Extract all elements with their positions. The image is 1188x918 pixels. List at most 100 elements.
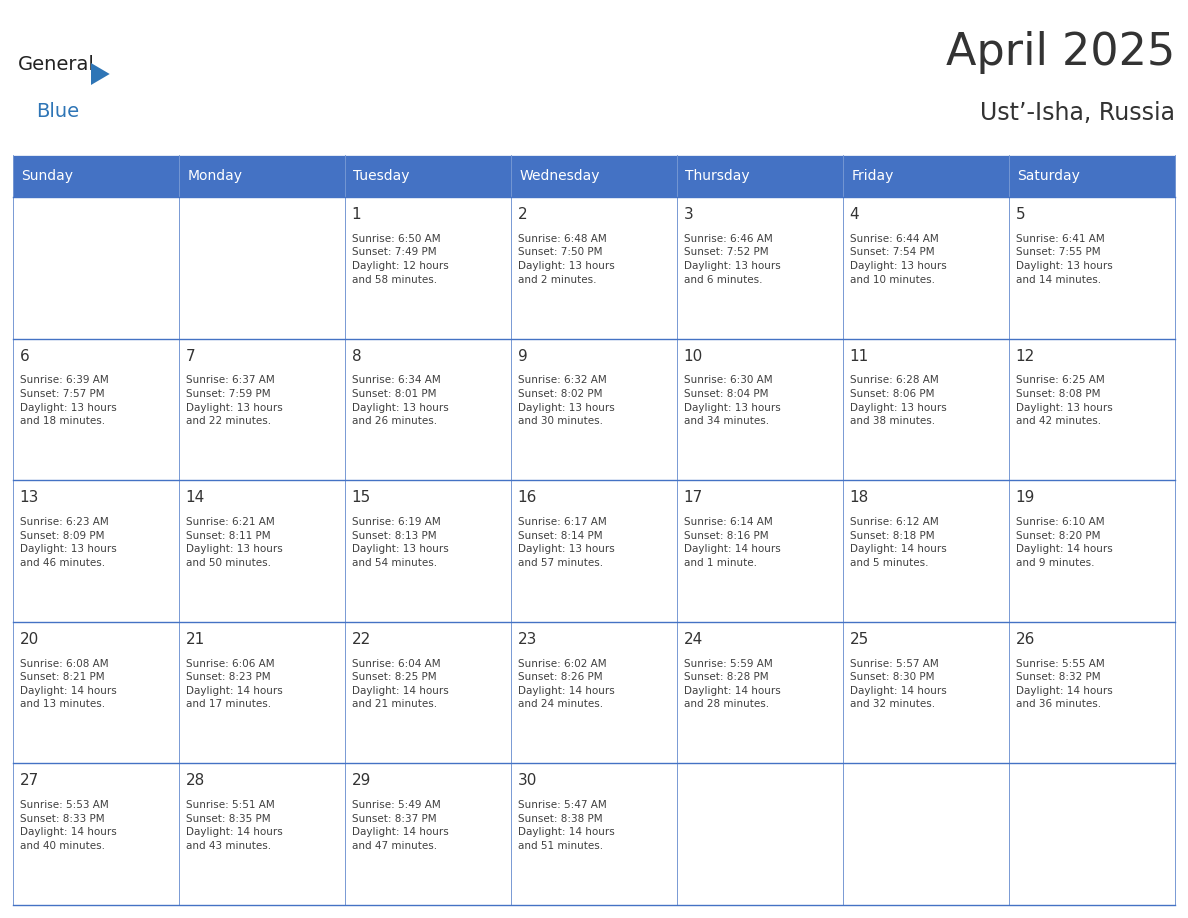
Text: 1: 1 bbox=[352, 207, 361, 222]
Text: 12: 12 bbox=[1016, 349, 1035, 364]
Text: 7: 7 bbox=[185, 349, 195, 364]
Text: Sunrise: 6:50 AM
Sunset: 7:49 PM
Daylight: 12 hours
and 58 minutes.: Sunrise: 6:50 AM Sunset: 7:49 PM Dayligh… bbox=[352, 234, 448, 285]
Text: 24: 24 bbox=[683, 632, 703, 646]
Text: Sunrise: 6:30 AM
Sunset: 8:04 PM
Daylight: 13 hours
and 34 minutes.: Sunrise: 6:30 AM Sunset: 8:04 PM Dayligh… bbox=[683, 375, 781, 426]
Text: 25: 25 bbox=[849, 632, 868, 646]
Text: 14: 14 bbox=[185, 490, 204, 505]
Text: Sunrise: 6:39 AM
Sunset: 7:57 PM
Daylight: 13 hours
and 18 minutes.: Sunrise: 6:39 AM Sunset: 7:57 PM Dayligh… bbox=[20, 375, 116, 426]
Text: 8: 8 bbox=[352, 349, 361, 364]
Bar bbox=[843, 155, 1009, 197]
Bar bbox=[511, 764, 677, 905]
Text: Sunrise: 6:25 AM
Sunset: 8:08 PM
Daylight: 13 hours
and 42 minutes.: Sunrise: 6:25 AM Sunset: 8:08 PM Dayligh… bbox=[1016, 375, 1112, 426]
Text: Blue: Blue bbox=[36, 102, 80, 121]
Text: Monday: Monday bbox=[188, 169, 242, 183]
Text: Sunrise: 6:17 AM
Sunset: 8:14 PM
Daylight: 13 hours
and 57 minutes.: Sunrise: 6:17 AM Sunset: 8:14 PM Dayligh… bbox=[518, 517, 614, 568]
Bar bbox=[843, 621, 1009, 764]
Text: 16: 16 bbox=[518, 490, 537, 505]
Text: 6: 6 bbox=[20, 349, 30, 364]
Text: 21: 21 bbox=[185, 632, 204, 646]
Text: Sunrise: 6:34 AM
Sunset: 8:01 PM
Daylight: 13 hours
and 26 minutes.: Sunrise: 6:34 AM Sunset: 8:01 PM Dayligh… bbox=[352, 375, 448, 426]
Bar bbox=[843, 339, 1009, 480]
Bar bbox=[677, 197, 843, 339]
Text: Sunrise: 6:19 AM
Sunset: 8:13 PM
Daylight: 13 hours
and 54 minutes.: Sunrise: 6:19 AM Sunset: 8:13 PM Dayligh… bbox=[352, 517, 448, 568]
Text: Sunrise: 6:08 AM
Sunset: 8:21 PM
Daylight: 14 hours
and 13 minutes.: Sunrise: 6:08 AM Sunset: 8:21 PM Dayligh… bbox=[20, 658, 116, 710]
Bar bbox=[179, 155, 345, 197]
Bar bbox=[13, 197, 179, 339]
Text: 28: 28 bbox=[185, 773, 204, 789]
Text: Sunrise: 6:44 AM
Sunset: 7:54 PM
Daylight: 13 hours
and 10 minutes.: Sunrise: 6:44 AM Sunset: 7:54 PM Dayligh… bbox=[849, 234, 947, 285]
Text: Sunrise: 5:53 AM
Sunset: 8:33 PM
Daylight: 14 hours
and 40 minutes.: Sunrise: 5:53 AM Sunset: 8:33 PM Dayligh… bbox=[20, 800, 116, 851]
Bar bbox=[1009, 339, 1175, 480]
Bar bbox=[13, 339, 179, 480]
Text: Sunrise: 6:48 AM
Sunset: 7:50 PM
Daylight: 13 hours
and 2 minutes.: Sunrise: 6:48 AM Sunset: 7:50 PM Dayligh… bbox=[518, 234, 614, 285]
Bar bbox=[511, 621, 677, 764]
Text: 26: 26 bbox=[1016, 632, 1035, 646]
Text: 20: 20 bbox=[20, 632, 39, 646]
Bar bbox=[511, 155, 677, 197]
Text: Sunrise: 6:04 AM
Sunset: 8:25 PM
Daylight: 14 hours
and 21 minutes.: Sunrise: 6:04 AM Sunset: 8:25 PM Dayligh… bbox=[352, 658, 448, 710]
Text: Tuesday: Tuesday bbox=[353, 169, 410, 183]
Text: Sunrise: 6:14 AM
Sunset: 8:16 PM
Daylight: 14 hours
and 1 minute.: Sunrise: 6:14 AM Sunset: 8:16 PM Dayligh… bbox=[683, 517, 781, 568]
Text: Sunrise: 6:23 AM
Sunset: 8:09 PM
Daylight: 13 hours
and 46 minutes.: Sunrise: 6:23 AM Sunset: 8:09 PM Dayligh… bbox=[20, 517, 116, 568]
Bar bbox=[345, 339, 511, 480]
Text: Sunrise: 6:28 AM
Sunset: 8:06 PM
Daylight: 13 hours
and 38 minutes.: Sunrise: 6:28 AM Sunset: 8:06 PM Dayligh… bbox=[849, 375, 947, 426]
Bar bbox=[1009, 155, 1175, 197]
Text: 30: 30 bbox=[518, 773, 537, 789]
Text: 4: 4 bbox=[849, 207, 859, 222]
Text: 19: 19 bbox=[1016, 490, 1035, 505]
Text: Sunrise: 6:37 AM
Sunset: 7:59 PM
Daylight: 13 hours
and 22 minutes.: Sunrise: 6:37 AM Sunset: 7:59 PM Dayligh… bbox=[185, 375, 283, 426]
Text: Sunrise: 6:32 AM
Sunset: 8:02 PM
Daylight: 13 hours
and 30 minutes.: Sunrise: 6:32 AM Sunset: 8:02 PM Dayligh… bbox=[518, 375, 614, 426]
Text: 17: 17 bbox=[683, 490, 703, 505]
Bar bbox=[511, 480, 677, 621]
Polygon shape bbox=[91, 63, 109, 85]
Bar bbox=[345, 155, 511, 197]
Text: Sunrise: 6:46 AM
Sunset: 7:52 PM
Daylight: 13 hours
and 6 minutes.: Sunrise: 6:46 AM Sunset: 7:52 PM Dayligh… bbox=[683, 234, 781, 285]
Bar bbox=[13, 764, 179, 905]
Bar bbox=[1009, 480, 1175, 621]
Text: 13: 13 bbox=[20, 490, 39, 505]
Text: Sunrise: 6:21 AM
Sunset: 8:11 PM
Daylight: 13 hours
and 50 minutes.: Sunrise: 6:21 AM Sunset: 8:11 PM Dayligh… bbox=[185, 517, 283, 568]
Text: 3: 3 bbox=[683, 207, 694, 222]
Text: Friday: Friday bbox=[852, 169, 893, 183]
Bar bbox=[13, 480, 179, 621]
Text: 22: 22 bbox=[352, 632, 371, 646]
Bar bbox=[1009, 197, 1175, 339]
Bar bbox=[179, 621, 345, 764]
Bar bbox=[345, 480, 511, 621]
Text: 9: 9 bbox=[518, 349, 527, 364]
Text: Sunday: Sunday bbox=[21, 169, 74, 183]
Text: General: General bbox=[18, 55, 95, 74]
Bar bbox=[179, 764, 345, 905]
Bar bbox=[1009, 764, 1175, 905]
Text: April 2025: April 2025 bbox=[946, 31, 1175, 74]
Bar bbox=[345, 197, 511, 339]
Bar bbox=[345, 621, 511, 764]
Text: Wednesday: Wednesday bbox=[519, 169, 600, 183]
Bar bbox=[843, 197, 1009, 339]
Bar bbox=[677, 339, 843, 480]
Bar bbox=[677, 621, 843, 764]
Text: Ust’-Isha, Russia: Ust’-Isha, Russia bbox=[980, 101, 1175, 125]
Bar bbox=[843, 480, 1009, 621]
Text: 18: 18 bbox=[849, 490, 868, 505]
Bar bbox=[179, 480, 345, 621]
Bar bbox=[677, 480, 843, 621]
Bar bbox=[179, 197, 345, 339]
Bar bbox=[511, 197, 677, 339]
Text: Saturday: Saturday bbox=[1017, 169, 1080, 183]
Text: Sunrise: 5:55 AM
Sunset: 8:32 PM
Daylight: 14 hours
and 36 minutes.: Sunrise: 5:55 AM Sunset: 8:32 PM Dayligh… bbox=[1016, 658, 1112, 710]
Text: 29: 29 bbox=[352, 773, 371, 789]
Text: Sunrise: 5:47 AM
Sunset: 8:38 PM
Daylight: 14 hours
and 51 minutes.: Sunrise: 5:47 AM Sunset: 8:38 PM Dayligh… bbox=[518, 800, 614, 851]
Bar bbox=[843, 764, 1009, 905]
Bar bbox=[13, 621, 179, 764]
Text: Sunrise: 6:06 AM
Sunset: 8:23 PM
Daylight: 14 hours
and 17 minutes.: Sunrise: 6:06 AM Sunset: 8:23 PM Dayligh… bbox=[185, 658, 283, 710]
Text: 11: 11 bbox=[849, 349, 868, 364]
Text: 15: 15 bbox=[352, 490, 371, 505]
Text: Sunrise: 6:10 AM
Sunset: 8:20 PM
Daylight: 14 hours
and 9 minutes.: Sunrise: 6:10 AM Sunset: 8:20 PM Dayligh… bbox=[1016, 517, 1112, 568]
Text: Sunrise: 5:49 AM
Sunset: 8:37 PM
Daylight: 14 hours
and 47 minutes.: Sunrise: 5:49 AM Sunset: 8:37 PM Dayligh… bbox=[352, 800, 448, 851]
Bar bbox=[13, 155, 179, 197]
Text: Sunrise: 5:59 AM
Sunset: 8:28 PM
Daylight: 14 hours
and 28 minutes.: Sunrise: 5:59 AM Sunset: 8:28 PM Dayligh… bbox=[683, 658, 781, 710]
Text: Thursday: Thursday bbox=[685, 169, 750, 183]
Text: 23: 23 bbox=[518, 632, 537, 646]
Text: 27: 27 bbox=[20, 773, 39, 789]
